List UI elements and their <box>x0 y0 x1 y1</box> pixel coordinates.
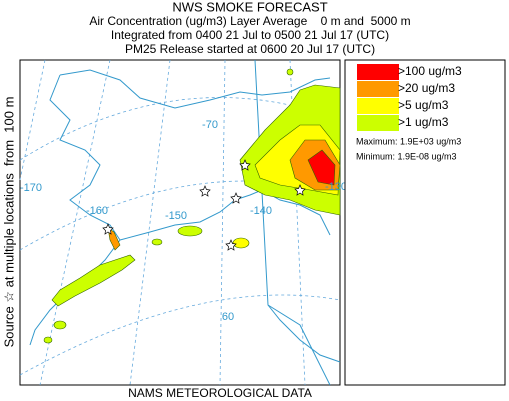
legend: >100 ug/m3 >20 ug/m3 >5 ug/m3 >1 ug/m3 Maxi… <box>344 59 506 386</box>
map-label: -70 <box>202 119 218 131</box>
subtitle: Integrated from 0400 21 Jul to 0500 21 J… <box>111 28 389 42</box>
map-label: 60 <box>222 311 234 323</box>
map: -70 -170 -160 -150 -140 -130 60 <box>19 59 347 386</box>
map-label: -150 <box>165 210 187 222</box>
maximum: Maximum: 1.9E+03 ug/m3 <box>356 136 461 146</box>
legend-swatch <box>357 64 399 80</box>
legend-label: >5 ug/m3 <box>398 98 449 112</box>
map-label: -170 <box>20 182 42 194</box>
minimum: Minimum: 1.9E-08 ug/m3 <box>356 151 457 161</box>
title: NWS SMOKE FORECAST <box>172 0 327 14</box>
legend-swatch <box>357 115 399 131</box>
subtitle: Air Concentration (ug/m3) Layer Average … <box>89 14 410 28</box>
legend-label: >1 ug/m3 <box>398 115 449 129</box>
legend-label: >20 ug/m3 <box>398 81 455 95</box>
legend-swatch <box>357 81 399 97</box>
map-label: -160 <box>86 205 108 217</box>
map-label: -130 <box>325 181 347 193</box>
footer: NAMS METEOROLOGICAL DATA <box>128 386 312 400</box>
legend-swatch <box>357 98 399 114</box>
legend-label: >100 ug/m3 <box>398 64 462 78</box>
side-label: Source ☆ at multiple locations from 100 … <box>1 97 16 348</box>
map-label: -140 <box>250 205 272 217</box>
subtitle: PM25 Release started at 0600 20 Jul 17 (… <box>125 42 375 56</box>
